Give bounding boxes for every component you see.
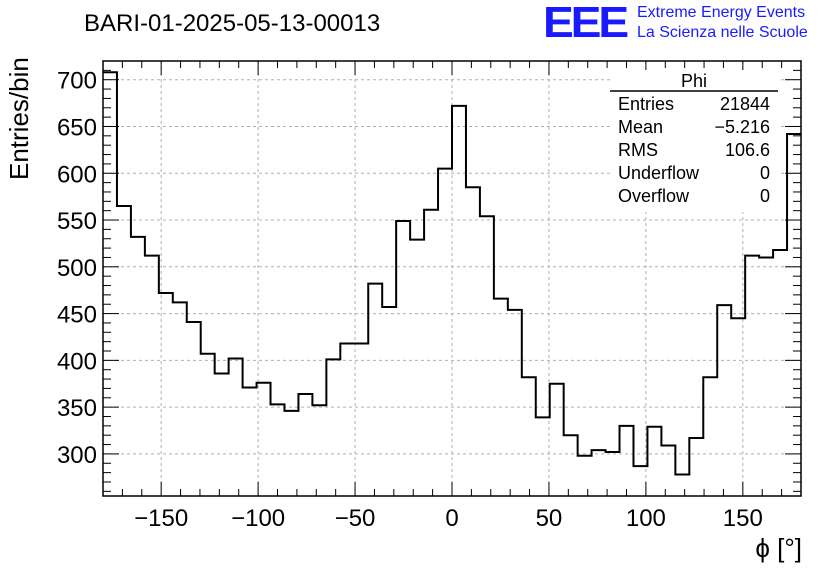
- x-tick-label: −100: [231, 505, 285, 532]
- eee-logo: EEE: [543, 1, 633, 45]
- y-tick-label: 600: [57, 161, 97, 188]
- axis-layer: −150 −100 −50 0 50 100 150 300 350 400 450 500 550 60…: [57, 60, 802, 532]
- x-tick-label: −150: [134, 505, 188, 532]
- stats-row-label: Entries: [618, 94, 674, 114]
- y-tick-label: 700: [57, 68, 97, 95]
- histogram-layer: [103, 71, 801, 476]
- stats-row-label: Overflow: [618, 186, 690, 206]
- y-tick-label: 500: [57, 255, 97, 282]
- stats-row-value: 0: [760, 186, 770, 206]
- stats-row-value: 106.6: [725, 140, 770, 160]
- stats-row-label: RMS: [618, 140, 658, 160]
- stats-row-value: 0: [760, 163, 770, 183]
- y-tick-label: 450: [57, 302, 97, 329]
- histogram-outline: [103, 71, 801, 476]
- stats-box: Phi Entries 21844 Mean −5.216 RMS 106.6 Underfl…: [610, 70, 778, 212]
- stats-row-value: 21844: [720, 94, 770, 114]
- y-tick-label: 300: [57, 442, 97, 469]
- stats-box-bg: [610, 70, 778, 212]
- y-tick-label: 550: [57, 208, 97, 235]
- stats-row-label: Underflow: [618, 163, 700, 183]
- y-tick-label: 650: [57, 114, 97, 141]
- stats-title: Phi: [681, 71, 707, 91]
- eee-logo-text: EEE: [543, 0, 629, 47]
- y-axis-label-wrap: Entries/bin: [4, 57, 44, 200]
- chart-title: BARI-01-2025-05-13-00013: [84, 10, 381, 37]
- x-tick-label: 100: [626, 505, 666, 532]
- brand-line-1: Extreme Energy Events: [637, 4, 806, 21]
- x-tick-label: 0: [445, 505, 458, 532]
- brand-line-2: La Scienza nelle Scuole: [637, 24, 808, 41]
- y-tick-label: 400: [57, 348, 97, 375]
- stats-row-label: Mean: [618, 117, 663, 137]
- stats-row-value: −5.216: [714, 117, 770, 137]
- y-tick-label: 350: [57, 395, 97, 422]
- x-tick-label: 150: [723, 505, 763, 532]
- x-tick-label: 50: [536, 505, 563, 532]
- x-axis-label: ϕ [°]: [755, 533, 802, 563]
- x-tick-label: −50: [335, 505, 376, 532]
- y-axis-label: Entries/bin: [4, 57, 34, 180]
